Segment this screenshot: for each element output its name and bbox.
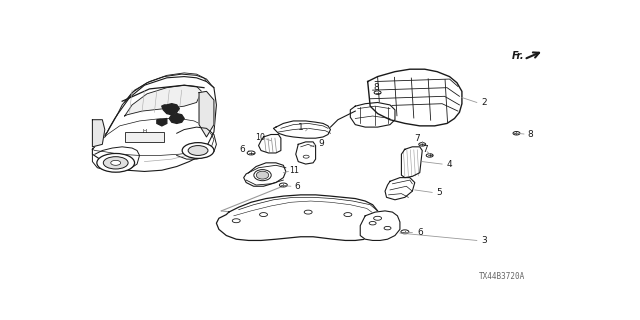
Polygon shape <box>259 134 281 153</box>
Text: 6: 6 <box>294 182 300 191</box>
Circle shape <box>103 157 128 169</box>
Circle shape <box>384 227 391 230</box>
Polygon shape <box>273 121 330 138</box>
Circle shape <box>369 221 376 225</box>
Text: 10: 10 <box>255 133 265 142</box>
Text: 8: 8 <box>374 83 380 92</box>
Circle shape <box>374 216 381 220</box>
Polygon shape <box>367 69 462 126</box>
Polygon shape <box>244 163 286 186</box>
Circle shape <box>426 154 433 157</box>
Polygon shape <box>385 178 415 200</box>
Circle shape <box>232 219 240 223</box>
Circle shape <box>303 155 309 158</box>
Text: 9: 9 <box>319 139 324 148</box>
Polygon shape <box>296 142 316 164</box>
Text: 11: 11 <box>289 166 300 175</box>
Text: 4: 4 <box>447 160 452 169</box>
Polygon shape <box>401 147 422 178</box>
Bar <box>125 132 164 142</box>
Polygon shape <box>199 92 214 137</box>
Circle shape <box>513 132 520 135</box>
Circle shape <box>97 154 134 172</box>
Polygon shape <box>92 76 216 172</box>
Circle shape <box>260 212 268 217</box>
Polygon shape <box>360 211 400 240</box>
Ellipse shape <box>254 170 271 181</box>
Text: TX44B3720A: TX44B3720A <box>479 272 525 281</box>
Polygon shape <box>350 102 395 127</box>
Circle shape <box>401 230 409 234</box>
Circle shape <box>304 210 312 214</box>
Polygon shape <box>125 85 202 116</box>
Circle shape <box>280 183 287 187</box>
Text: 2: 2 <box>481 98 487 107</box>
Circle shape <box>344 212 352 217</box>
Circle shape <box>374 91 381 94</box>
Text: 6: 6 <box>240 145 246 154</box>
Text: 8: 8 <box>527 130 533 139</box>
Circle shape <box>182 143 214 158</box>
Polygon shape <box>162 104 179 115</box>
Ellipse shape <box>257 171 269 179</box>
Text: 3: 3 <box>481 236 487 245</box>
Circle shape <box>247 151 255 155</box>
Text: 5: 5 <box>436 188 442 197</box>
Circle shape <box>419 143 426 146</box>
Text: 6: 6 <box>417 228 422 237</box>
Circle shape <box>188 146 208 156</box>
Text: H: H <box>143 130 147 134</box>
Text: 7: 7 <box>422 145 428 154</box>
Text: Fr.: Fr. <box>511 51 524 60</box>
Polygon shape <box>169 114 184 124</box>
Text: 7: 7 <box>414 134 420 143</box>
Circle shape <box>111 160 121 165</box>
Text: 1: 1 <box>298 123 303 132</box>
Polygon shape <box>92 120 105 147</box>
Polygon shape <box>216 195 383 240</box>
Polygon shape <box>157 118 167 126</box>
